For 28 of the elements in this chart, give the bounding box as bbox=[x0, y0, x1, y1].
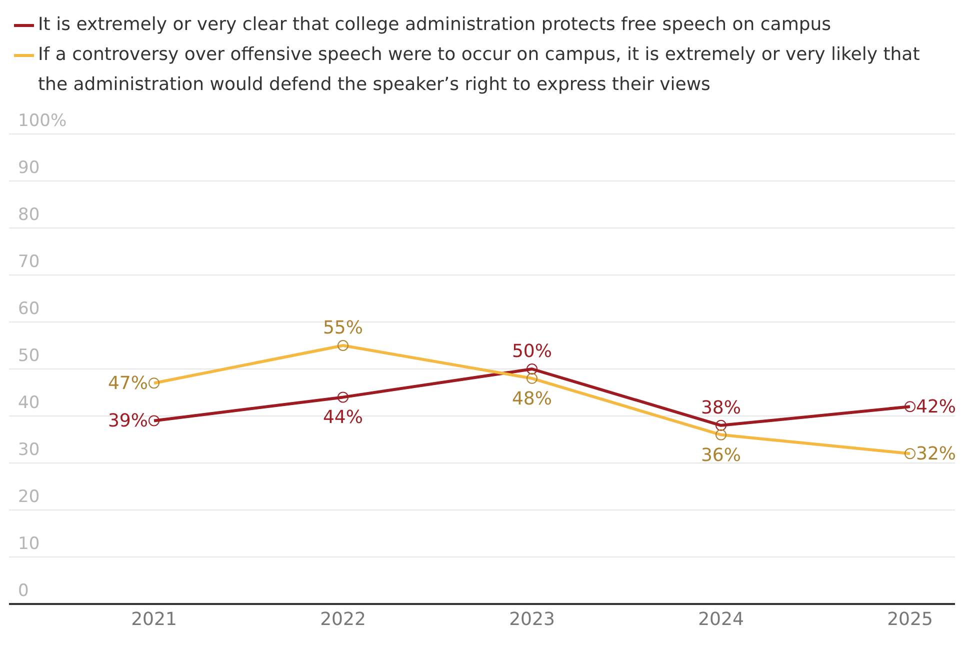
data-label: 38% bbox=[700, 397, 742, 418]
data-label: 48% bbox=[512, 388, 552, 410]
x-tick-label: 2025 bbox=[887, 608, 933, 630]
y-tick-label: 40 bbox=[18, 393, 40, 413]
y-tick-label: 60 bbox=[18, 299, 40, 319]
y-tick-label: 80 bbox=[18, 205, 40, 225]
data-label: 47% bbox=[108, 373, 148, 394]
x-tick-label: 2022 bbox=[320, 608, 366, 630]
y-tick-label: 50 bbox=[18, 346, 40, 366]
data-label: 39% bbox=[108, 410, 148, 432]
y-tick-label: 20 bbox=[18, 487, 40, 507]
x-tick-label: 2021 bbox=[131, 608, 177, 630]
y-tick-label: 0 bbox=[18, 581, 29, 601]
y-tick-label: 10 bbox=[18, 534, 40, 554]
y-tick-label: 90 bbox=[18, 158, 40, 178]
x-tick-label: 2024 bbox=[698, 608, 744, 630]
data-label: 44% bbox=[322, 407, 364, 428]
y-tick-label: 30 bbox=[18, 440, 40, 460]
data-label: 42% bbox=[916, 396, 956, 418]
data-label: 32% bbox=[916, 444, 956, 465]
y-tick-label: 100% bbox=[18, 111, 67, 131]
y-tick-label: 70 bbox=[18, 252, 40, 272]
legend-label: If a controversy over offensive speech were to occur on campus, it is extremely or very likely that the administration would defend the speaker’s right to express their views bbox=[38, 43, 921, 97]
data-label: 55% bbox=[322, 318, 364, 338]
data-label: 50% bbox=[512, 341, 552, 362]
data-label: 36% bbox=[700, 444, 742, 466]
x-tick-label: 2023 bbox=[509, 608, 555, 630]
legend-label: It is extremely or very clear that college administration protects free speech on campus bbox=[38, 13, 832, 37]
